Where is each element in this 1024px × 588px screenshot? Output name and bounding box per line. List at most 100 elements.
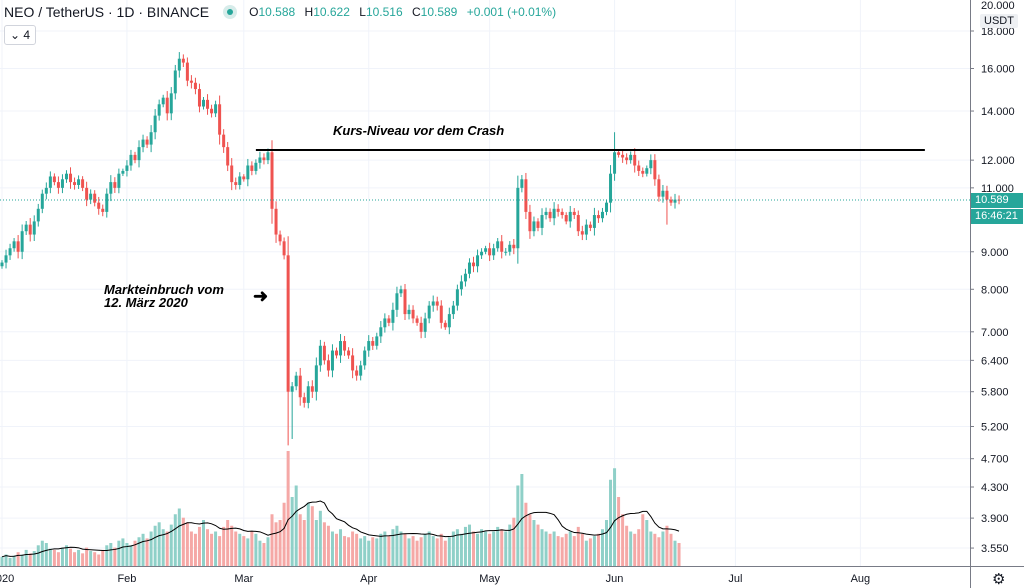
- candle-body: [97, 202, 101, 209]
- candle-body: [189, 80, 193, 83]
- volume-bar: [657, 537, 661, 566]
- volume-bar: [169, 524, 173, 566]
- volume-bar: [661, 531, 665, 566]
- volume-bar: [524, 502, 528, 566]
- volume-bar: [310, 506, 314, 566]
- candle-body: [467, 262, 471, 274]
- high-label: H: [304, 5, 314, 19]
- candle-body: [653, 160, 657, 180]
- volume-bar: [69, 548, 73, 566]
- price-tick-label: 9.000: [981, 247, 1009, 259]
- volume-bar: [282, 502, 286, 566]
- candle-body: [492, 248, 496, 256]
- current-price-tag: 10.589: [971, 193, 1023, 208]
- volume-bar: [605, 520, 608, 566]
- volume-bar: [238, 533, 242, 566]
- volume-bar: [125, 543, 129, 566]
- volume-bar: [637, 529, 641, 566]
- candle-body: [77, 179, 81, 185]
- volume-bar: [137, 537, 141, 566]
- candle-body: [480, 251, 484, 256]
- candle-body: [165, 97, 169, 114]
- volume-bar: [508, 524, 512, 566]
- price-tick-label: 4.700: [981, 454, 1009, 466]
- candle-body: [12, 241, 16, 249]
- volume-bar: [379, 533, 383, 566]
- volume-bar: [234, 531, 238, 566]
- volume-bar: [20, 554, 24, 566]
- candle-body: [359, 365, 363, 376]
- high-value: 10.622: [313, 5, 350, 19]
- volume-bar: [197, 526, 201, 566]
- candle-body: [516, 187, 520, 249]
- candle-body: [137, 147, 141, 161]
- symbol-title[interactable]: NEO / TetherUS · 1D · BINANCE: [4, 4, 210, 20]
- volume-bar: [363, 536, 367, 566]
- candle-body: [258, 157, 262, 163]
- volume-bar: [193, 533, 197, 566]
- volume-bar: [584, 540, 588, 566]
- price-tick-label: 18.000: [981, 26, 1015, 38]
- volume-bar: [185, 522, 189, 566]
- candle-body: [451, 305, 455, 315]
- candle-body: [431, 301, 435, 306]
- candle-body: [459, 281, 463, 290]
- volume-bar: [278, 520, 282, 566]
- candle-body: [584, 224, 588, 235]
- volume-bar: [36, 545, 40, 566]
- candle-body: [242, 176, 246, 180]
- volume-bar: [371, 537, 375, 566]
- candle-body: [496, 241, 500, 249]
- volume-bar: [181, 517, 185, 566]
- volume-bar: [520, 474, 524, 566]
- candle-body: [8, 248, 12, 256]
- volume-bar: [24, 549, 28, 566]
- candle-body: [407, 309, 411, 315]
- candle-body: [48, 176, 52, 188]
- volume-bar: [262, 543, 266, 566]
- candle-body: [605, 202, 608, 212]
- close-label: C: [411, 5, 421, 19]
- currency-badge[interactable]: USDT: [980, 14, 1018, 28]
- volume-bar: [476, 533, 480, 566]
- candle-body: [560, 211, 564, 216]
- volume-bar: [625, 525, 629, 566]
- volume-bar: [141, 533, 145, 566]
- candle-body: [101, 208, 105, 212]
- gear-icon[interactable]: ⚙: [992, 571, 1006, 588]
- candle-body: [443, 322, 447, 328]
- candle-body: [60, 179, 64, 188]
- volume-bar: [218, 536, 222, 566]
- candle-body: [266, 152, 270, 161]
- volume-bar: [89, 551, 93, 566]
- volume-bar: [455, 529, 459, 566]
- candle-body: [234, 182, 238, 185]
- volume-bar: [484, 531, 488, 566]
- candle-body: [455, 289, 459, 306]
- candle-body: [330, 350, 334, 371]
- volume-bar: [419, 537, 423, 566]
- candle-body: [226, 147, 230, 166]
- volume-bar: [343, 536, 347, 566]
- volume-bar: [560, 537, 564, 566]
- candle-body: [202, 99, 205, 107]
- volume-bar: [32, 551, 36, 566]
- candle-body: [419, 322, 423, 332]
- volume-bar: [391, 529, 395, 566]
- volume-bar: [254, 533, 258, 566]
- volume-bar: [512, 517, 516, 566]
- indicators-collapse-button[interactable]: ⌄ 4: [4, 25, 37, 45]
- volume-bar: [641, 514, 645, 566]
- volume-bar: [64, 545, 68, 566]
- volume-bar: [459, 533, 463, 566]
- candle-body: [576, 215, 580, 232]
- candle-body: [318, 345, 322, 366]
- volume-bar: [540, 529, 544, 566]
- volume-bar: [270, 514, 274, 566]
- candle-body: [314, 365, 318, 392]
- volume-bar: [286, 451, 290, 566]
- candle-body: [145, 139, 149, 145]
- candle-body: [592, 215, 596, 228]
- volume-bar: [395, 525, 399, 566]
